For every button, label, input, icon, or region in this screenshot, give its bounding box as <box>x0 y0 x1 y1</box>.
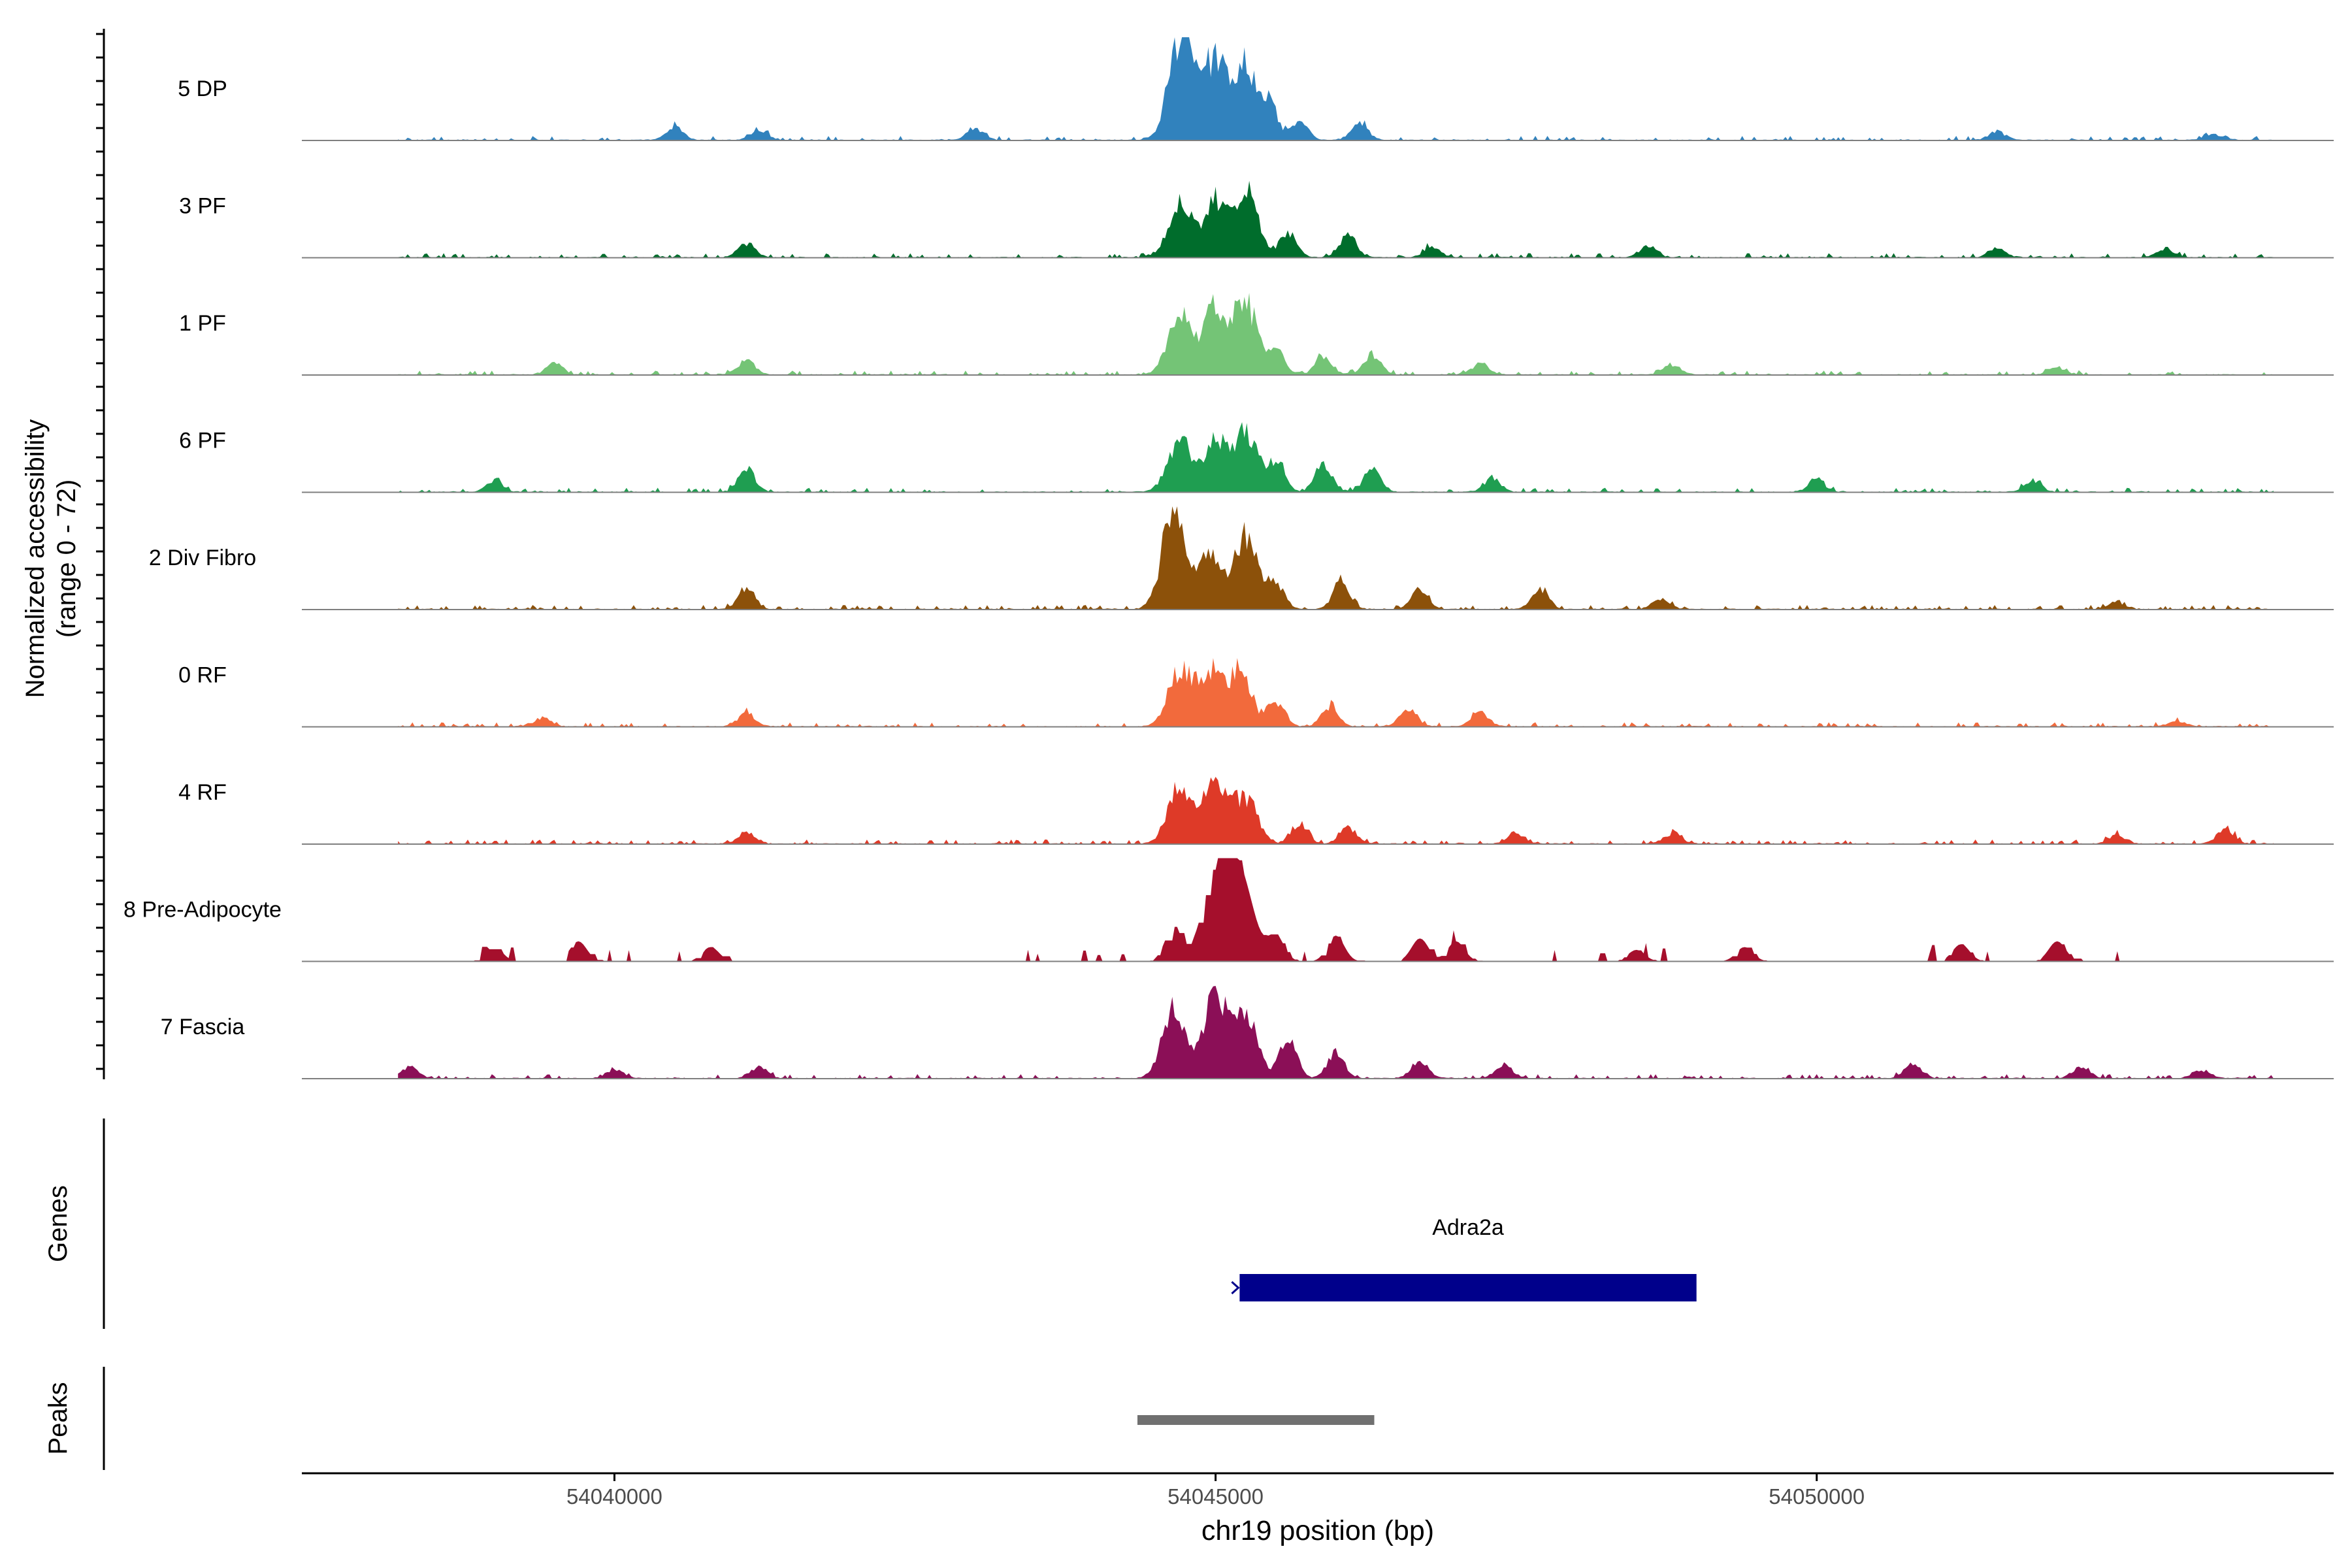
track-label: 4 RF <box>178 780 227 805</box>
gene-label: Adra2a <box>1432 1215 1504 1240</box>
coverage-area <box>398 658 2274 727</box>
track-label: 7 Fascia <box>161 1015 245 1039</box>
gene-body <box>1239 1274 1697 1301</box>
x-tick-label: 54050000 <box>1769 1484 1865 1509</box>
track-4-rf: 4 RF <box>178 777 2334 845</box>
peaks-track-label: Peaks <box>44 1382 73 1454</box>
track-8-pre-adipocyte: 8 Pre-Adipocyte <box>123 858 2334 962</box>
track-5-dp: 5 DP <box>178 37 2334 141</box>
track-7-fascia: 7 Fascia <box>161 986 2334 1079</box>
track-6-pf: 6 PF <box>179 422 2334 493</box>
peak-annotations <box>1137 1415 1375 1425</box>
coverage-area <box>398 858 2274 962</box>
y-axis-title-line-2: (range 0 - 72) <box>52 480 81 638</box>
coverage-area <box>398 986 2274 1079</box>
x-tick-label: 54045000 <box>1168 1484 1264 1509</box>
coverage-y-axis-ticks <box>96 33 104 1070</box>
genes-track-label: Genes <box>44 1185 73 1262</box>
x-axis-ticks: 54040000 54045000 54050000 <box>566 1473 1865 1509</box>
track-label: 1 PF <box>179 311 226 336</box>
track-2-div-fibro: 2 Div Fibro <box>149 506 2334 610</box>
track-label: 0 RF <box>178 663 227 688</box>
peak-region <box>1137 1415 1375 1425</box>
track-label: 5 DP <box>178 76 227 101</box>
track-label: 8 Pre-Adipocyte <box>123 898 282 923</box>
x-tick-label: 54040000 <box>566 1484 662 1509</box>
track-0-rf: 0 RF <box>178 658 2334 728</box>
x-axis-title: chr19 position (bp) <box>1201 1515 1434 1546</box>
coverage-area <box>398 506 2274 610</box>
track-3-pf: 3 PF <box>179 180 2334 259</box>
y-axis-title-line-1: Normalized accessibility <box>21 419 50 698</box>
track-label: 6 PF <box>179 429 226 453</box>
gene-annotations: Adra2a <box>1231 1215 1697 1301</box>
track-label: 3 PF <box>179 194 226 219</box>
track-1-pf: 1 PF <box>179 293 2334 376</box>
coverage-tracks: 5 DP 3 PF 1 PF 6 PF 2 Div Fibro 0 RF 4 RF 8 Pre… <box>123 37 2334 1079</box>
track-label: 2 Div Fibro <box>149 546 256 570</box>
gene-strand-chevron-icon <box>1231 1281 1240 1295</box>
